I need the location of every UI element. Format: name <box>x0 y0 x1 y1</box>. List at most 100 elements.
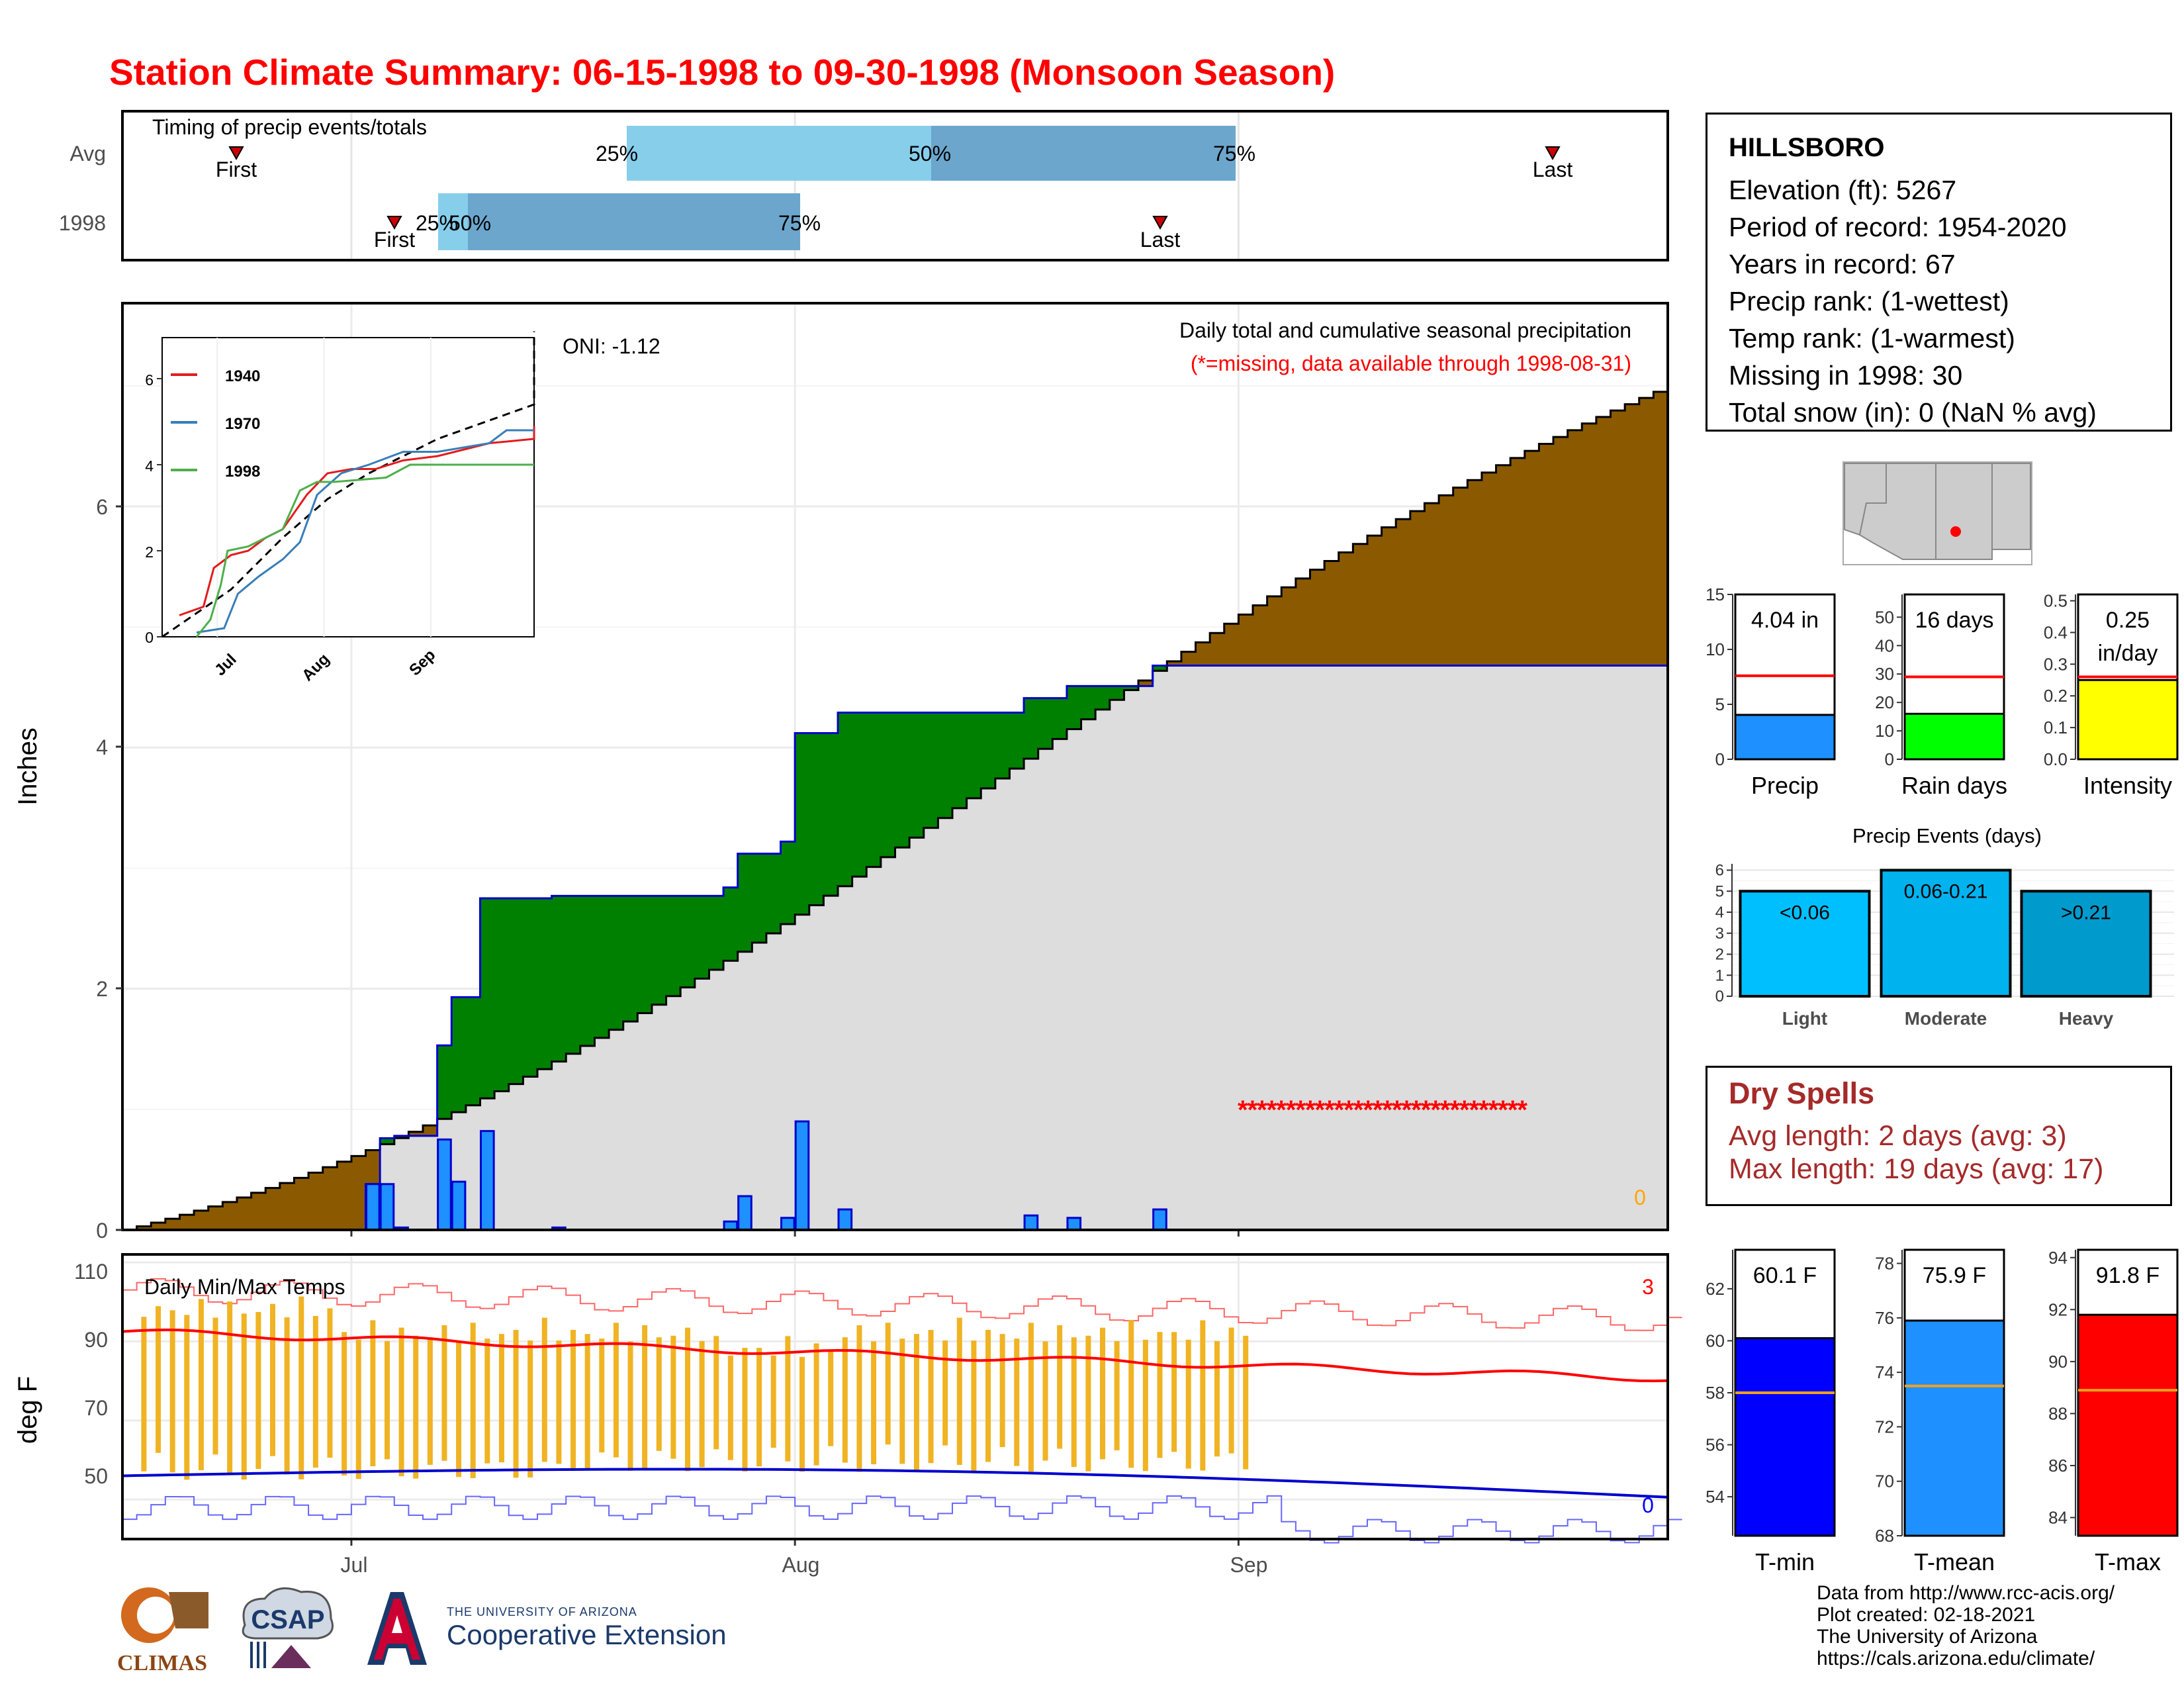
daily-temp-range-bar <box>842 1337 848 1463</box>
inset-legend-1970: 1970 <box>225 415 260 433</box>
surplus-segment <box>523 898 538 1077</box>
deficit-segment <box>1639 398 1654 666</box>
daily-temp-range-bar <box>184 1315 190 1480</box>
deficit-segment <box>1281 587 1297 666</box>
daily-temp-range-bar <box>384 1340 390 1460</box>
daily-precip-bar <box>365 1183 381 1231</box>
deficit-segment <box>1167 661 1182 666</box>
precip-ytick-4: 4 <box>96 735 108 759</box>
temp-caption: Daily Min/Max Temps <box>144 1275 345 1299</box>
daily-temp-range-bar <box>1185 1339 1191 1469</box>
precip-events-bar <box>1880 868 2012 998</box>
oni-label: ONI: -1.12 <box>563 334 660 358</box>
surplus-segment <box>380 1138 395 1145</box>
surplus-segment <box>551 896 567 1062</box>
deficit-segment <box>265 1188 281 1230</box>
daily-temp-range-bar <box>956 1317 962 1465</box>
deficit-segment <box>1396 519 1411 666</box>
ua-small-text: THE UNIVERSITY OF ARIZONA <box>447 1605 637 1618</box>
surplus-segment <box>1024 698 1039 759</box>
daily-temp-range-bar <box>484 1338 490 1464</box>
y1998-q25-label: 25% <box>416 211 458 235</box>
daily-temp-range-bar <box>398 1327 404 1477</box>
mini-tick-label: 0.5 <box>2044 591 2068 611</box>
deficit-segment <box>165 1219 181 1230</box>
mini-bar-value-label: 75.9 F <box>1923 1263 1986 1288</box>
daily-temp-range-bar <box>255 1312 261 1470</box>
daily-precip-bar <box>1023 1214 1039 1231</box>
mini-bar-name: Rain days <box>1901 772 2007 799</box>
y1998-q50-label: 50% <box>449 211 491 235</box>
mini-tick-label: 0.1 <box>2044 718 2068 737</box>
deficit-segment <box>222 1201 238 1230</box>
xtick-aug: Aug <box>782 1553 820 1577</box>
precip-panel-frame <box>121 302 1669 1231</box>
temp-ytick-110: 110 <box>74 1260 108 1284</box>
daily-temp-range-bar <box>1014 1338 1020 1466</box>
surplus-segment <box>737 853 752 952</box>
surplus-segment <box>895 712 910 848</box>
temp-ytick-90: 90 <box>84 1328 108 1352</box>
ua-big-text: Cooperative Extension <box>447 1619 727 1650</box>
deficit-segment <box>208 1206 223 1230</box>
temp-panel: Daily Min/Max Temps 50 70 90 110 deg F 3… <box>13 1253 1682 1577</box>
deficit-segment <box>1295 578 1311 666</box>
ua-logo <box>367 1592 427 1665</box>
surplus-segment <box>880 712 896 857</box>
deficit-segment <box>1210 633 1225 666</box>
deficit-segment <box>1338 552 1353 666</box>
daily-temp-range-bar <box>713 1336 719 1450</box>
surplus-segment <box>680 896 696 988</box>
surplus-segment <box>451 997 467 1113</box>
mini-tick-label: 20 <box>1875 692 1894 712</box>
precip-events-bar-label: <0.06 <box>1780 902 1830 923</box>
precip-events-tick-label: 6 <box>1715 862 1724 880</box>
station-period: Period of record: 1954-2020 <box>1729 212 2067 242</box>
dry-spells-max: Max length: 19 days (avg: 17) <box>1729 1153 2104 1185</box>
mini-tick-label: 70 <box>1875 1472 1894 1491</box>
daily-temp-range-bar <box>312 1316 318 1468</box>
mini-tick-label: 30 <box>1875 664 1894 684</box>
deficit-segment <box>194 1210 209 1230</box>
surplus-segment <box>1152 665 1167 671</box>
daily-temp-range-bar <box>241 1313 247 1480</box>
daily-temp-range-bar <box>899 1338 905 1464</box>
daily-temp-range-bar <box>156 1306 161 1453</box>
temp-count-low: 0 <box>1642 1493 1654 1517</box>
mini-bar-value <box>1903 1319 2005 1537</box>
mini-tick-label: 90 <box>2048 1352 2068 1372</box>
csap-logo-text: CSAP <box>251 1605 324 1634</box>
surplus-segment <box>1081 686 1096 720</box>
surplus-segment <box>1066 686 1082 729</box>
map-state-new-mexico <box>1935 463 1993 560</box>
daily-temp-range-bar <box>227 1301 233 1474</box>
daily-precip-bar <box>837 1208 853 1231</box>
surplus-segment <box>780 841 796 924</box>
mini-tick-label: 56 <box>1706 1435 1725 1455</box>
deficit-segment <box>1410 511 1426 666</box>
daily-temp-range-bar <box>756 1348 762 1467</box>
dry-spells-avg: Avg length: 2 days (avg: 3) <box>1729 1120 2067 1152</box>
deficit-segment <box>365 1150 381 1184</box>
climas-logo-text: CLIMAS <box>117 1651 207 1675</box>
daily-temp-range-bar <box>456 1341 462 1477</box>
deficit-segment <box>1238 614 1253 666</box>
deficit-segment <box>308 1172 324 1230</box>
inset-ytick-2: 2 <box>145 543 154 561</box>
daily-temp-range-bar <box>770 1355 776 1448</box>
mini-bar-name: T-mean <box>1914 1548 1995 1575</box>
surplus-segment <box>752 853 767 943</box>
deficit-segment <box>1310 569 1325 666</box>
dry-spells-box: Dry Spells Avg length: 2 days (avg: 3) M… <box>1706 1066 2172 1206</box>
daily-temp-range-bar <box>513 1330 519 1478</box>
deficit-segment <box>294 1178 309 1230</box>
inset-ytick-4: 4 <box>145 457 154 475</box>
daily-precip-bar <box>451 1180 467 1231</box>
mini-tick-label: 78 <box>1875 1254 1894 1274</box>
surplus-segment <box>508 898 523 1084</box>
mini-bar-name: T-min <box>1755 1548 1815 1575</box>
surplus-segment <box>938 712 953 818</box>
deficit-segment <box>423 1125 438 1136</box>
daily-temp-range-bar <box>1028 1323 1034 1472</box>
precip-events-title: Precip Events (days) <box>1852 824 2042 847</box>
